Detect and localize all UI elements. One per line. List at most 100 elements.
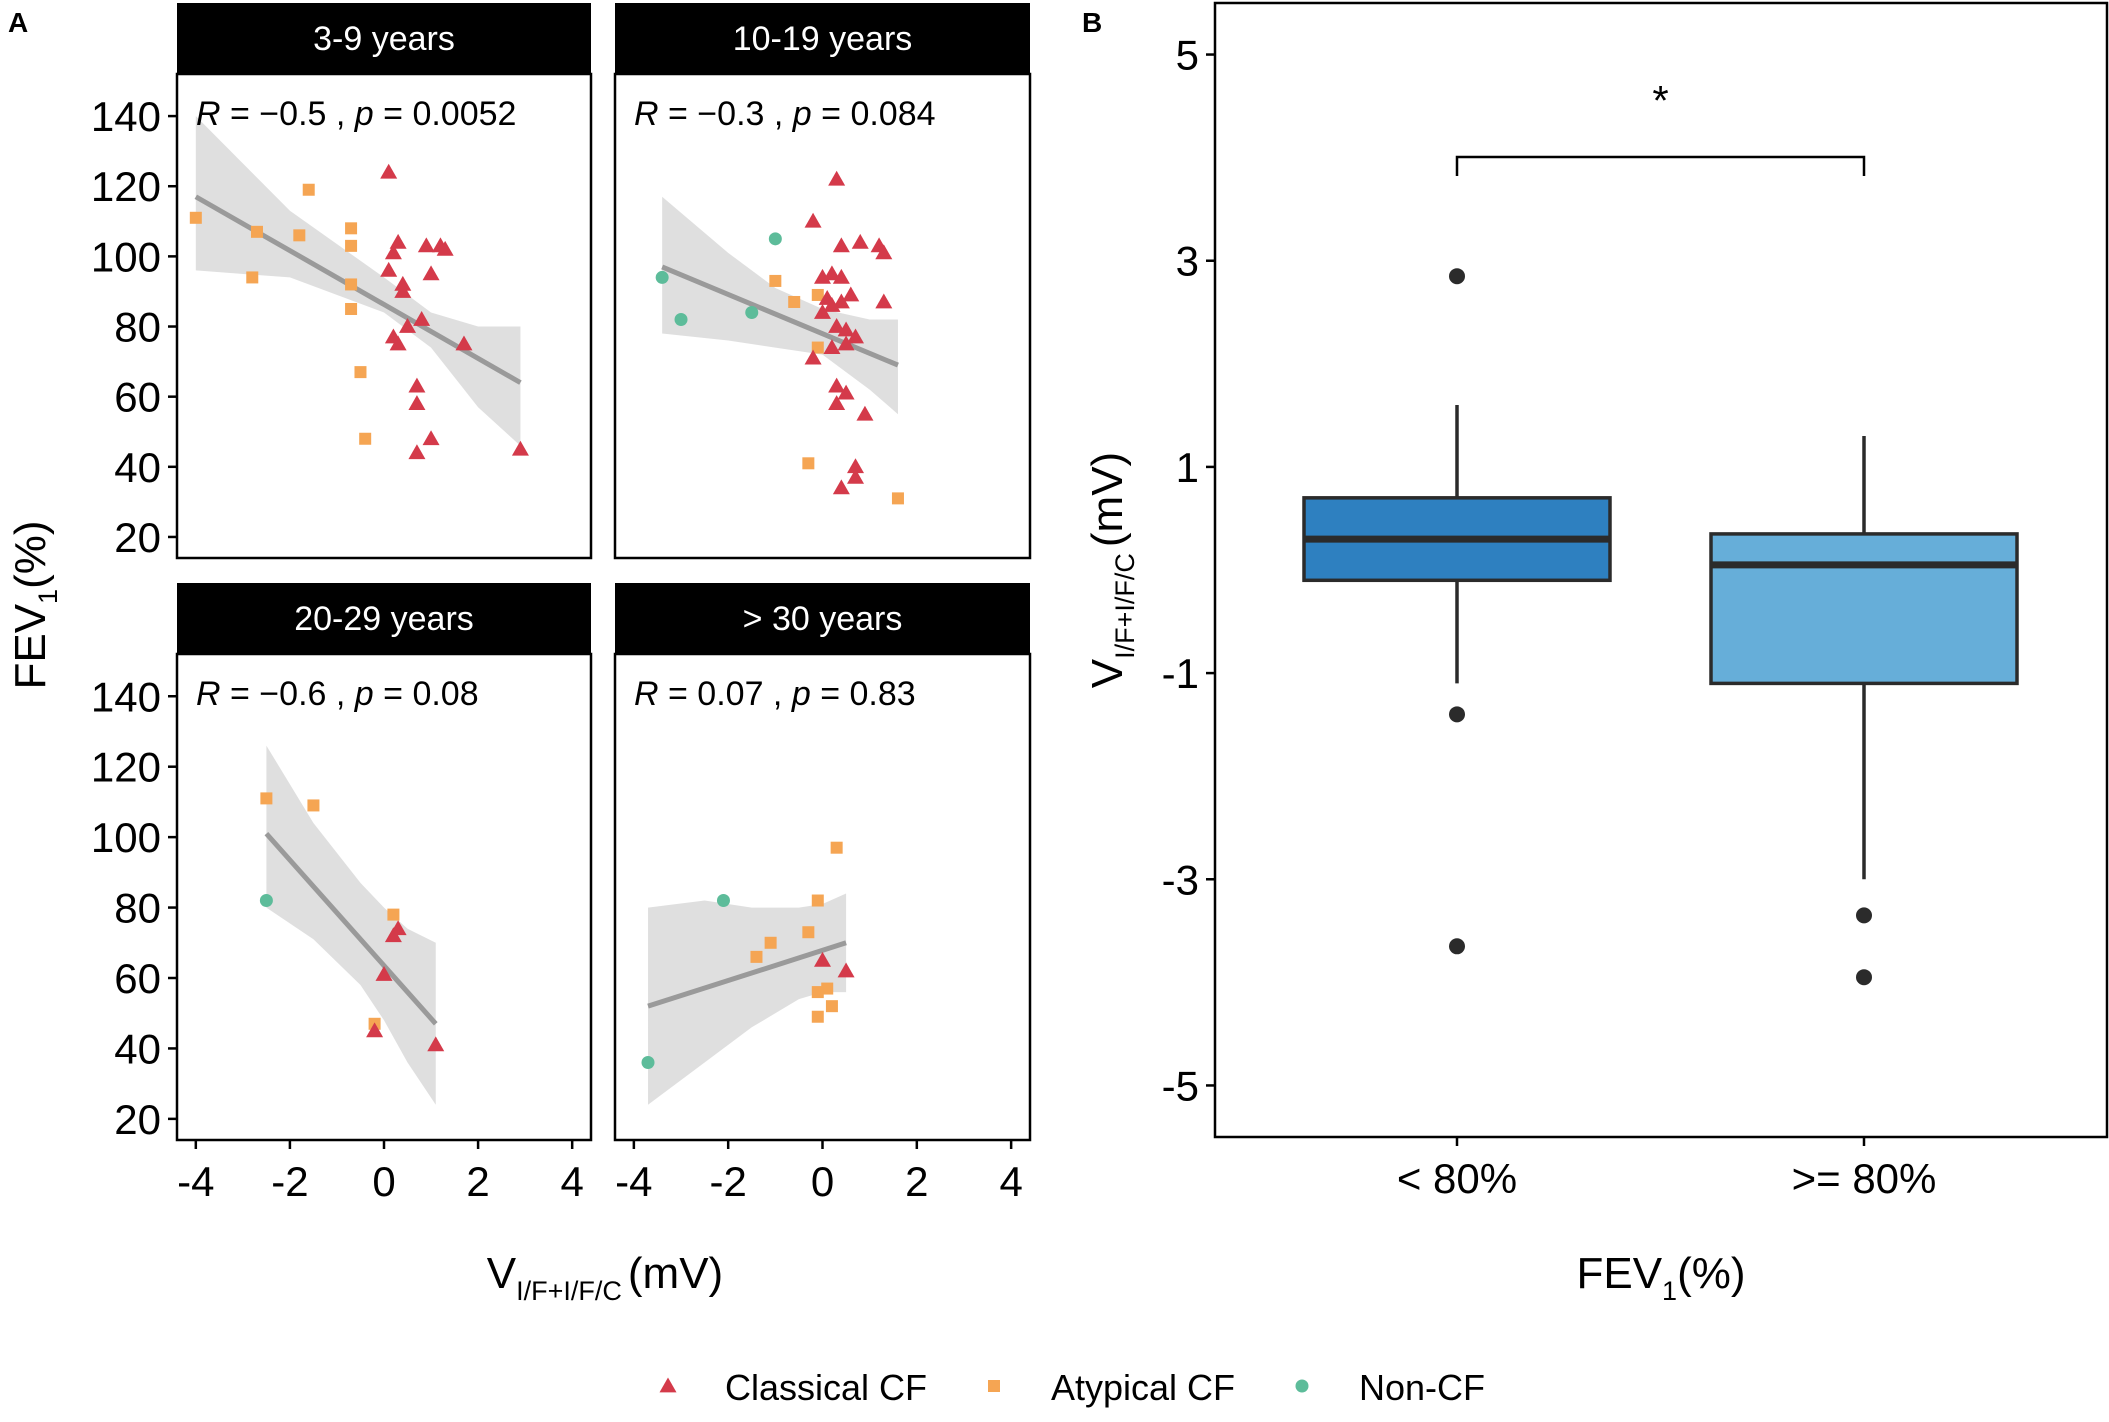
box-0-outlier-2 (1449, 938, 1465, 955)
panel-b-label: B (1082, 7, 1102, 38)
facet-1-point-atypical-4 (802, 457, 815, 470)
facet-3-point-classical-1 (814, 951, 831, 967)
box-1-iqr (1709, 532, 2019, 686)
facet-0-point-classical-10 (399, 318, 417, 333)
facet-3-xtick-label: -4 (615, 1158, 652, 1205)
facet-2-point-atypical-2 (387, 908, 400, 921)
facet-1-point-classical-26 (847, 468, 865, 484)
facet-0-point-classical-13 (413, 311, 431, 326)
panel-a-y-axis-title: FEV1(%) (6, 520, 63, 689)
facet-3-point-atypical-1 (811, 894, 824, 907)
facet-0-point-classical-8 (436, 240, 454, 256)
facet-0-ytick-label: 20 (114, 514, 161, 561)
facet-3-point-atypical-0 (830, 841, 843, 854)
facet-1-point-classical-12 (823, 296, 841, 312)
facet-3-point-noncf-1 (641, 1056, 655, 1070)
facet-2-ytick-label: 80 (114, 885, 161, 932)
facet-3: > 30 years R = 0.07 , p = 0.83 -4 -2 0 2 4 (613, 583, 1032, 1205)
facet-1-point-classical-19 (823, 339, 841, 354)
panel-a-y-axis-unit: (%) (6, 520, 55, 588)
facet-0-point-classical-0 (380, 163, 398, 179)
facet-1-p-label: p (792, 95, 812, 133)
panel-a-x-axis-title: VI/F+I/F/C (mV) (487, 1249, 723, 1306)
panel-a-y-axis-subscript: 1 (33, 589, 63, 604)
facet-1-point-classical-14 (814, 303, 831, 319)
facet-2-point-noncf-0 (259, 894, 273, 908)
panel-b-ytick-label: 1 (1176, 444, 1199, 491)
facet-3-confidence-band (648, 893, 847, 1105)
panel-b-x-axis-unit: (%) (1677, 1249, 1745, 1298)
facet-3-point-atypical-6 (811, 986, 824, 999)
facet-0-ytick-label: 40 (114, 444, 161, 491)
significance-star: * (1652, 77, 1668, 124)
legend-label-noncf: Non-CF (1359, 1367, 1485, 1408)
facet-0-point-classical-9 (422, 265, 440, 281)
facet-1-r-value: = −0.3 , (659, 95, 793, 133)
facet-2-xtick-label: 2 (466, 1158, 489, 1205)
facet-0-point-classical-1 (389, 233, 407, 249)
panel-b-ytick-label: 5 (1176, 32, 1199, 79)
facet-2-p-label: p (354, 675, 374, 713)
facet-0-point-classical-6 (417, 237, 435, 253)
facet-2-point-atypical-1 (307, 799, 320, 812)
facet-0-point-classical-12 (389, 335, 407, 351)
facet-3-strip (615, 583, 1030, 654)
panel-b-xtick-label-0: < 80% (1397, 1155, 1517, 1202)
panel-b-x-axis-subscript: 1 (1662, 1276, 1677, 1306)
facet-3-strip-label: > 30 years (743, 600, 903, 638)
facet-0-frame (175, 72, 593, 560)
facet-1-point-atypical-3 (811, 341, 824, 354)
facet-2-point-classical-3 (366, 1022, 384, 1038)
facet-1-point-atypical-5 (891, 492, 904, 505)
facet-3-r-label: R (634, 675, 659, 713)
facet-0-point-atypical-7 (345, 278, 358, 291)
facet-0-r-value: = −0.5 , (221, 95, 355, 133)
facet-0-point-atypical-5 (345, 222, 358, 235)
facet-3-point-atypical-3 (750, 950, 763, 963)
facet-1-point-noncf-0 (655, 270, 669, 284)
facet-2-r-label: R (196, 675, 221, 713)
legend: Classical CF Atypical CF Non-CF (659, 1367, 1485, 1408)
panel-a-x-axis-subscript: I/F+I/F/C (516, 1276, 622, 1306)
facet-3-p-label: p (791, 675, 811, 713)
panel-b-ytick-label: -3 (1162, 856, 1199, 903)
panel-a-y-axis-var: FEV (6, 603, 55, 689)
facet-0-point-atypical-3 (293, 229, 306, 242)
facet-1-point-classical-8 (814, 268, 831, 284)
legend-label-atypical: Atypical CF (1051, 1367, 1235, 1408)
facet-0-point-atypical-9 (354, 366, 367, 379)
facet-0-correlation-label: R = −0.5 , p = 0.0052 (196, 95, 516, 133)
panel-a-label: A (8, 7, 28, 38)
panel-b-boxplot: 531-1-3-5< 80% >= 80%*FEV1(%)VI/F+I/F/C(m… (1083, 1, 2109, 1306)
facet-0-ytick-label: 100 (91, 233, 161, 280)
facet-3-xtick-label: 0 (811, 1158, 834, 1205)
facet-2-r-value: = −0.6 , (221, 675, 355, 713)
facet-1-point-classical-15 (828, 318, 846, 333)
facet-1-point-classical-9 (842, 286, 860, 302)
panel-a-x-axis-unit: (mV) (628, 1249, 723, 1298)
facet-2-point-classical-1 (389, 920, 407, 936)
significance-bracket (1455, 155, 1866, 176)
facet-2-xtick-label: -2 (271, 1158, 308, 1205)
facet-2-ytick-label: 100 (91, 814, 161, 861)
panel-b-x-axis-title: FEV1(%) (1576, 1249, 1745, 1306)
facet-0: 3-9 years R = −0.5 , p = 0.0052 20 40 60 80 10… (91, 3, 593, 561)
facet-0-point-classical-5 (394, 282, 412, 298)
facet-0-ytick-label: 140 (91, 93, 161, 140)
facet-1-fit-line (661, 264, 899, 368)
facet-2-ytick-label: 20 (114, 1096, 161, 1143)
facet-2-fit-line (264, 831, 438, 1026)
facet-1-point-noncf-3 (745, 305, 759, 319)
facet-1-point-classical-6 (823, 265, 841, 281)
panel-b-ytick-label: 3 (1176, 238, 1199, 285)
facet-1-point-classical-17 (847, 328, 865, 344)
facet-3-p-value: = 0.83 (811, 675, 916, 713)
facet-1-point-atypical-2 (811, 288, 824, 301)
facet-1-point-classical-7 (832, 268, 850, 284)
box-1-outlier-1 (1856, 969, 1872, 986)
facet-0-r-label: R (196, 95, 221, 133)
facet-0-point-classical-17 (422, 430, 440, 446)
facet-1-point-classical-5 (832, 237, 850, 253)
facet-0-point-atypical-4 (246, 271, 259, 284)
